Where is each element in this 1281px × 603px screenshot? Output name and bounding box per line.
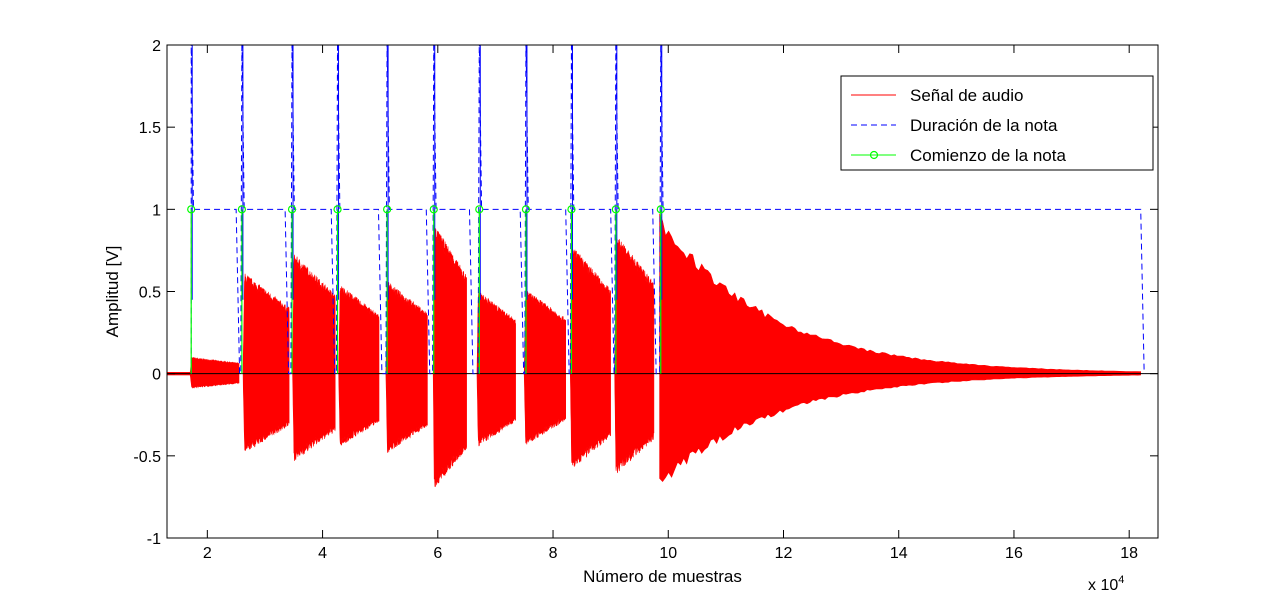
audio-note-segment [432, 227, 467, 487]
note-onset-marker [567, 205, 576, 214]
audio-note-segment [385, 282, 428, 453]
y-axis-label: Amplitud [V] [103, 246, 122, 338]
note-onset-marker [287, 205, 297, 214]
y-tick-label: 0.5 [139, 285, 161, 302]
legend-marker [869, 150, 879, 160]
x-tick-label: 6 [433, 545, 442, 562]
x-axis-label: Número de muestras [583, 567, 742, 586]
y-tick-label: 1.5 [139, 120, 161, 137]
x-axis-multiplier: x 104 [1088, 574, 1124, 594]
note-onset-marker [521, 205, 531, 214]
x-tick-label: 2 [203, 545, 212, 562]
audio-note-segment [614, 238, 655, 474]
x-tick-label: 14 [890, 545, 908, 562]
audio-note-segment [569, 249, 611, 467]
note-onset-marker [237, 205, 247, 214]
note-duration-series [190, 45, 1145, 375]
legend: Señal de audio Duración de la nota Comienz… [840, 75, 1154, 171]
x-tick-label: 4 [318, 545, 327, 562]
legend-box [840, 75, 1154, 171]
note-onset-marker [333, 205, 342, 214]
x-tick-label: 10 [659, 545, 677, 562]
x-tick-label: 18 [1120, 545, 1138, 562]
note-duration-line [190, 45, 1145, 375]
audio-note-segment [523, 291, 567, 445]
x-tick-label: 12 [775, 545, 793, 562]
legend-label: Comienzo de la nota [910, 146, 1066, 165]
note-onset-marker [611, 205, 620, 214]
legend-label: Duración de la nota [910, 116, 1058, 135]
audio-note-segment [189, 356, 240, 389]
y-tick-label: -1 [147, 531, 161, 548]
note-onset-series [187, 205, 665, 374]
audio-note-segment [242, 273, 290, 451]
x-multiplier-base: x 10 [1088, 577, 1118, 594]
audio-note-segment [659, 213, 1141, 482]
note-onset-marker [187, 205, 196, 214]
y-tick-label: 1 [152, 202, 161, 219]
note-onset-marker [656, 205, 665, 214]
y-tick-label: 2 [152, 38, 161, 55]
x-tick-label: 16 [1005, 545, 1023, 562]
note-onset-marker [382, 205, 392, 214]
y-tick-label: -0.5 [133, 449, 161, 466]
audio-note-segment [338, 286, 380, 446]
audio-note-segment [476, 292, 516, 447]
note-onset-marker [429, 205, 438, 214]
audio-signal-series [167, 213, 1141, 487]
note-onset-marker [475, 205, 484, 214]
axis-ticks: 2 4 6 8 10 12 14 16 18 -1 -0.5 0 0.5 1 1.5 2 [133, 38, 1158, 562]
audio-note-segment [292, 254, 336, 462]
x-multiplier-exponent: 4 [1118, 574, 1124, 586]
x-tick-label: 8 [549, 545, 558, 562]
legend-label: Señal de audio [910, 86, 1023, 105]
y-tick-label: 0 [152, 367, 161, 384]
